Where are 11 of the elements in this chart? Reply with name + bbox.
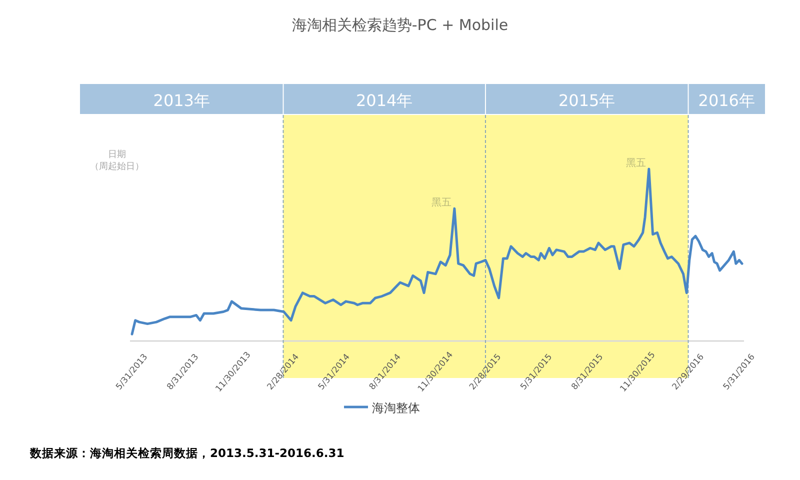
text: 2014年 bbox=[356, 91, 413, 110]
chart-title: 海淘相关检索趋势-PC + Mobile bbox=[292, 16, 508, 34]
text: 2015年 bbox=[558, 91, 616, 110]
annotation: （周起始日） bbox=[90, 161, 144, 172]
text: 2013年 bbox=[153, 91, 210, 110]
annotation: 黑五 bbox=[626, 158, 646, 169]
source-note: 数据来源：海淘相关检索周数据，2013.5.31-2016.6.31 bbox=[29, 446, 344, 460]
text: 2016年 bbox=[698, 91, 755, 110]
legend-label: 海淘整体 bbox=[372, 401, 420, 415]
text: 日期 bbox=[108, 149, 126, 160]
annotation: 黑五 bbox=[431, 198, 452, 209]
